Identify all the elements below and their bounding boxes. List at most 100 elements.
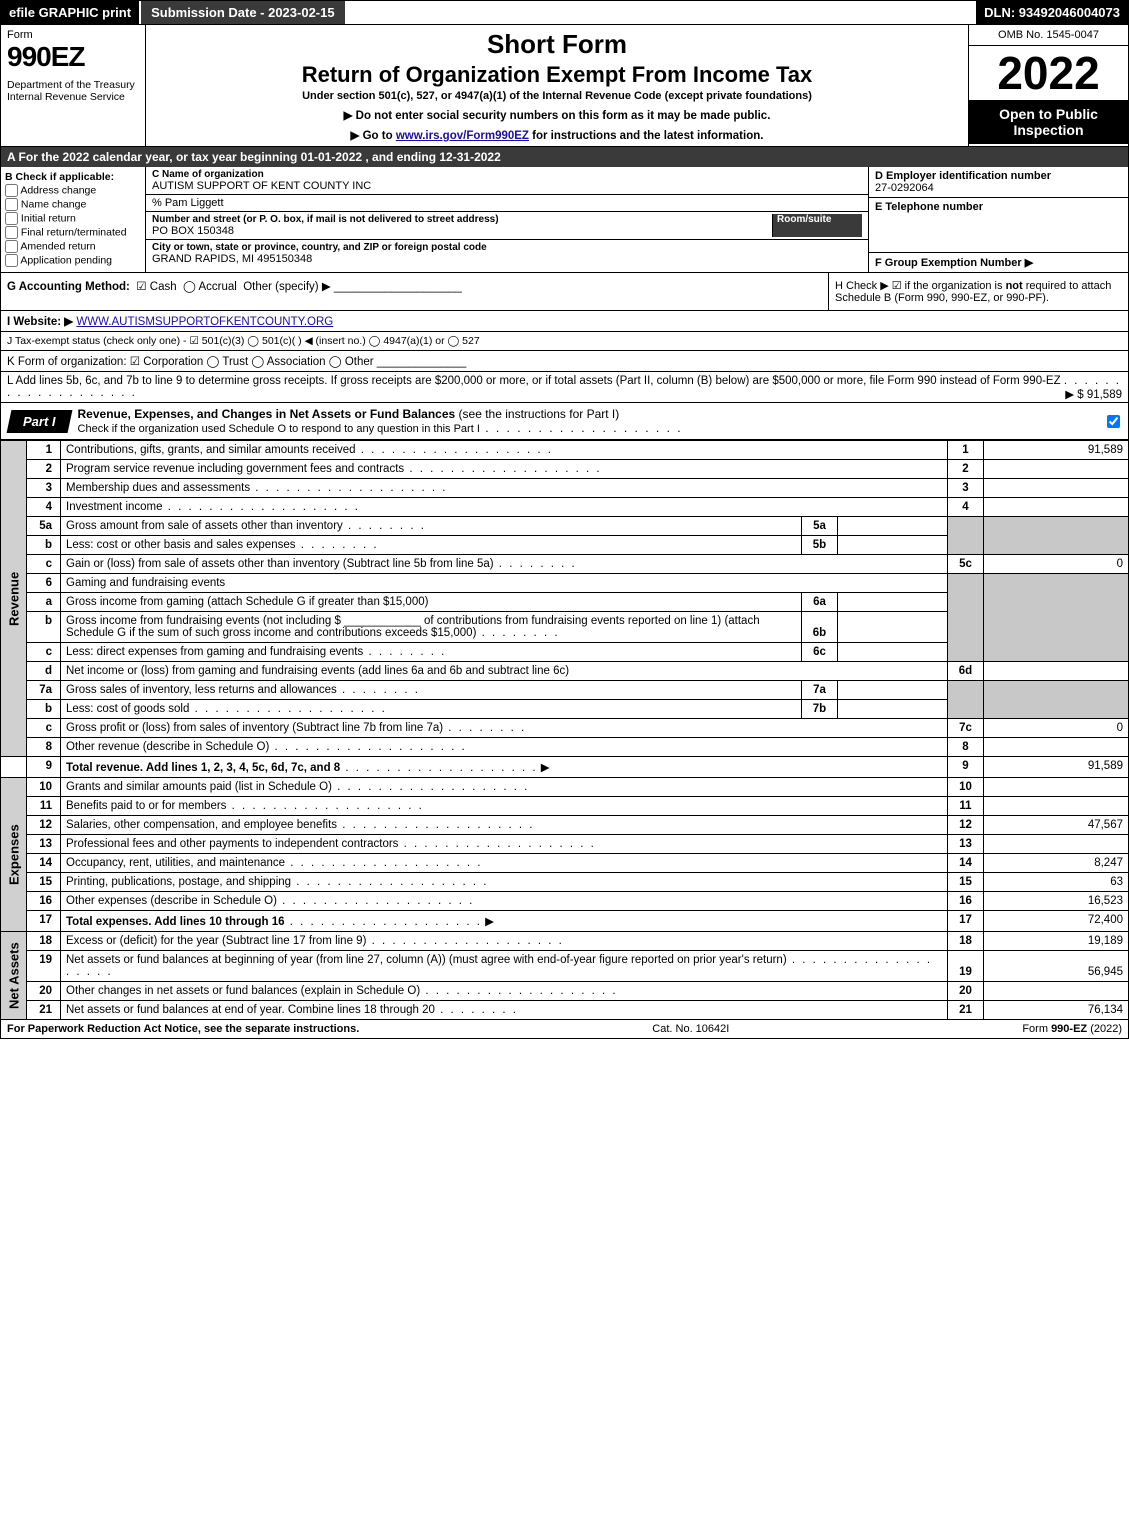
line-8-amt xyxy=(984,738,1129,757)
line-3-amt xyxy=(984,479,1129,498)
line-12-amt: 47,567 xyxy=(984,816,1129,835)
block-b-to-f: B Check if applicable: Address change Na… xyxy=(0,167,1129,273)
line-13-desc: Professional fees and other payments to … xyxy=(66,838,398,850)
tax-year: 2022 xyxy=(969,46,1128,100)
netassets-sidelabel: Net Assets xyxy=(1,932,27,1020)
line-1-amt: 91,589 xyxy=(984,441,1129,460)
line-16-desc: Other expenses (describe in Schedule O) xyxy=(66,895,277,907)
line-10-amt xyxy=(984,778,1129,797)
c-name-label: C Name of organization xyxy=(152,169,862,180)
line-1-rnum: 1 xyxy=(948,441,984,460)
line-7b-mid: 7b xyxy=(802,700,838,719)
line-1-num: 1 xyxy=(27,441,61,460)
chk-final-return[interactable]: Final return/terminated xyxy=(5,226,141,239)
irs-link[interactable]: www.irs.gov/Form990EZ xyxy=(396,130,529,142)
line-20-desc: Other changes in net assets or fund bala… xyxy=(66,985,420,997)
line-20-amt xyxy=(984,982,1129,1001)
tax-exempt-status: J Tax-exempt status (check only one) - ☑… xyxy=(7,335,480,347)
chk-application-pending[interactable]: Application pending xyxy=(5,254,141,267)
line-7b-desc: Less: cost of goods sold xyxy=(66,703,189,715)
g-other[interactable]: Other (specify) ▶ xyxy=(243,281,330,293)
line-2-desc: Program service revenue including govern… xyxy=(66,463,404,475)
short-form-title: Short Form xyxy=(152,29,962,60)
dept-label: Department of the Treasury Internal Reve… xyxy=(7,79,139,103)
line-10-desc: Grants and similar amounts paid (list in… xyxy=(66,781,332,793)
part-i-label: Part I xyxy=(7,410,72,433)
chk-amended-return[interactable]: Amended return xyxy=(5,240,141,253)
block-d-e-f: D Employer identification number 27-0292… xyxy=(868,167,1128,272)
g-accrual[interactable]: Accrual xyxy=(198,281,236,293)
line-7c-desc: Gross profit or (loss) from sales of inv… xyxy=(66,722,443,734)
line-15-desc: Printing, publications, postage, and shi… xyxy=(66,876,291,888)
chk-address-change[interactable]: Address change xyxy=(5,184,141,197)
form-title: Return of Organization Exempt From Incom… xyxy=(152,62,962,88)
line-5c-amt: 0 xyxy=(984,555,1129,574)
line-5b-desc: Less: cost or other basis and sales expe… xyxy=(66,539,296,551)
gross-receipts-text: L Add lines 5b, 6c, and 7b to line 9 to … xyxy=(7,375,1061,387)
line-11-amt xyxy=(984,797,1129,816)
line-7a-mid: 7a xyxy=(802,681,838,700)
part-i-title: Revenue, Expenses, and Changes in Net As… xyxy=(70,403,691,439)
chk-name-change[interactable]: Name change xyxy=(5,198,141,211)
g-label: G Accounting Method: xyxy=(7,281,130,293)
phone-label: E Telephone number xyxy=(875,201,1122,213)
chk-initial-return[interactable]: Initial return xyxy=(5,212,141,225)
b-header: B Check if applicable: xyxy=(5,171,141,183)
goto-note: ▶ Go to www.irs.gov/Form990EZ for instru… xyxy=(152,128,962,142)
line-5b-mid: 5b xyxy=(802,536,838,555)
line-18-desc: Excess or (deficit) for the year (Subtra… xyxy=(66,935,366,947)
form-subtitle: Under section 501(c), 527, or 4947(a)(1)… xyxy=(152,90,962,102)
website-link[interactable]: WWW.AUTISMSUPPORTOFKENTCOUNTY.ORG xyxy=(76,316,333,328)
line-4-amt xyxy=(984,498,1129,517)
line-5c-desc: Gain or (loss) from sale of assets other… xyxy=(66,558,494,570)
submission-date: Submission Date - 2023-02-15 xyxy=(139,1,345,24)
efile-label[interactable]: efile GRAPHIC print xyxy=(1,1,139,24)
h-not: not xyxy=(1006,280,1023,292)
line-19-amt: 56,945 xyxy=(984,951,1129,982)
line-17-desc: Total expenses. Add lines 10 through 16 xyxy=(66,916,285,928)
dln-label: DLN: 93492046004073 xyxy=(976,1,1128,24)
form-footer: Form 990-EZ (2022) xyxy=(1022,1023,1122,1035)
block-c: C Name of organization AUTISM SUPPORT OF… xyxy=(146,167,868,272)
line-6b-mid: 6b xyxy=(802,612,838,643)
open-inspection: Open to Public Inspection xyxy=(969,100,1128,144)
row-l-grossreceipts: L Add lines 5b, 6c, and 7b to line 9 to … xyxy=(0,372,1129,403)
form-word: Form xyxy=(7,29,139,41)
line-5a-desc: Gross amount from sale of assets other t… xyxy=(66,520,343,532)
line-4-desc: Investment income xyxy=(66,501,163,513)
block-g-h: G Accounting Method: ☑ Cash ◯ Accrual Ot… xyxy=(0,273,1129,311)
form-header: Form 990EZ Department of the Treasury In… xyxy=(0,25,1129,147)
g-cash[interactable]: Cash xyxy=(150,281,177,293)
accounting-method: G Accounting Method: ☑ Cash ◯ Accrual Ot… xyxy=(1,273,828,310)
expenses-sidelabel: Expenses xyxy=(1,778,27,932)
line-2-amt xyxy=(984,460,1129,479)
line-9-amt: 91,589 xyxy=(984,757,1129,778)
line-14-desc: Occupancy, rent, utilities, and maintena… xyxy=(66,857,285,869)
ein-value: 27-0292064 xyxy=(875,182,1122,194)
line-21-desc: Net assets or fund balances at end of ye… xyxy=(66,1004,435,1016)
line-6-desc: Gaming and fundraising events xyxy=(61,574,948,593)
website-label: I Website: ▶ xyxy=(7,316,73,328)
city-label: City or town, state or province, country… xyxy=(152,242,862,253)
row-k-orgform: K Form of organization: ☑ Corporation ◯ … xyxy=(0,351,1129,372)
line-15-amt: 63 xyxy=(984,873,1129,892)
line-9-desc: Total revenue. Add lines 1, 2, 3, 4, 5c,… xyxy=(66,762,340,774)
gross-receipts-amount: ▶ $ 91,589 xyxy=(1065,387,1122,401)
row-j-taxexempt: J Tax-exempt status (check only one) - ☑… xyxy=(0,332,1129,351)
ssn-warning: ▶ Do not enter social security numbers o… xyxy=(152,108,962,122)
part-i-checkbox[interactable] xyxy=(1107,415,1120,428)
schedule-b-check: H Check ▶ ☑ if the organization is not r… xyxy=(828,273,1128,310)
care-of: % Pam Liggett xyxy=(152,197,862,209)
line-21-amt: 76,134 xyxy=(984,1001,1129,1020)
goto-post: for instructions and the latest informat… xyxy=(529,130,764,142)
line-6c-mid: 6c xyxy=(802,643,838,662)
line-19-desc: Net assets or fund balances at beginning… xyxy=(66,954,787,966)
line-8-desc: Other revenue (describe in Schedule O) xyxy=(66,741,269,753)
line-18-amt: 19,189 xyxy=(984,932,1129,951)
h-text1: H Check ▶ ☑ if the organization is xyxy=(835,280,1006,292)
cat-no: Cat. No. 10642I xyxy=(359,1023,1022,1035)
org-name: AUTISM SUPPORT OF KENT COUNTY INC xyxy=(152,180,862,192)
line-5a-mid: 5a xyxy=(802,517,838,536)
line-7c-amt: 0 xyxy=(984,719,1129,738)
block-b: B Check if applicable: Address change Na… xyxy=(1,167,146,272)
